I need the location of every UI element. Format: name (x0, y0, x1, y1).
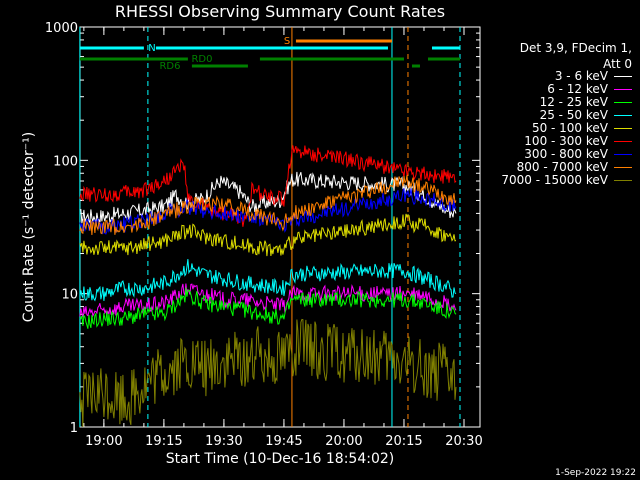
y-axis-label: Count Rate (s⁻¹ detector⁻¹) (21, 132, 37, 322)
footer-date: 1-Sep-2022 19:22 (555, 468, 636, 478)
legend-swatch (614, 115, 632, 116)
legend-item: 300 - 800 keV (501, 148, 632, 161)
legend-label: 6 - 12 keV (547, 82, 608, 96)
legend-item: 12 - 25 keV (501, 96, 632, 109)
series-line (79, 259, 457, 302)
legend-swatch (614, 89, 632, 90)
flag-bar-label: RD6 (159, 61, 180, 72)
legend-label: 50 - 100 keV (531, 121, 608, 135)
legend-label: 100 - 300 keV (524, 134, 608, 148)
legend-item: 6 - 12 keV (501, 83, 632, 96)
chart-title: RHESSI Observing Summary Count Rates (114, 2, 446, 21)
legend-label: 12 - 25 keV (539, 95, 608, 109)
legend-item: 100 - 300 keV (501, 135, 632, 148)
x-tick-label: 20:00 (325, 434, 362, 449)
legend-label: 7000 - 15000 keV (501, 173, 608, 187)
series-line (79, 145, 457, 227)
legend-item: 50 - 100 keV (501, 122, 632, 135)
legend-swatch (614, 141, 632, 142)
series-line (79, 318, 457, 428)
legend-header-line-1: Det 3,9, FDecim 1, (519, 41, 632, 55)
y-tick-label: 10 (61, 288, 78, 303)
legend-swatch (614, 154, 632, 155)
x-tick-label: 19:15 (145, 434, 182, 449)
legend-swatch (614, 128, 632, 129)
flag-bar-label: RD0 (191, 54, 212, 65)
legend-item: 7000 - 15000 keV (501, 174, 632, 187)
series-line (79, 213, 457, 257)
y-tick-label: 100 (53, 154, 78, 169)
y-tick-label: 1000 (45, 21, 78, 36)
x-tick-label: 20:30 (445, 434, 482, 449)
legend-label: 300 - 800 keV (524, 147, 608, 161)
flag-bar-label: N (148, 43, 155, 54)
x-tick-label: 19:00 (85, 434, 122, 449)
y-tick-label: 1 (70, 421, 78, 436)
series-line (79, 188, 457, 235)
legend-swatch (614, 167, 632, 168)
legend-label: 25 - 50 keV (539, 108, 608, 122)
series-line (79, 175, 457, 236)
legend-swatch (614, 76, 632, 77)
x-axis-label: Start Time (10-Dec-16 18:54:02) (166, 451, 394, 467)
legend-header: Det 3,9, FDecim 1, Att 0 (520, 40, 632, 72)
legend-item: 25 - 50 keV (501, 109, 632, 122)
legend-label: 3 - 6 keV (554, 69, 608, 83)
x-tick-label: 19:45 (265, 434, 302, 449)
x-tick-label: 20:15 (385, 434, 422, 449)
legend-header-line-2: Att 0 (603, 57, 632, 71)
flag-bar-label: S (284, 36, 290, 47)
series-line (79, 287, 457, 329)
legend-swatch (614, 102, 632, 103)
x-tick-label: 19:30 (205, 434, 242, 449)
legend-label: 800 - 7000 keV (516, 160, 608, 174)
legend-swatch (614, 180, 632, 181)
legend-item: 3 - 6 keV (501, 70, 632, 83)
legend: 3 - 6 keV 6 - 12 keV 12 - 25 keV 25 - 50 ke… (501, 70, 632, 187)
legend-item: 800 - 7000 keV (501, 161, 632, 174)
series-line (79, 283, 457, 319)
